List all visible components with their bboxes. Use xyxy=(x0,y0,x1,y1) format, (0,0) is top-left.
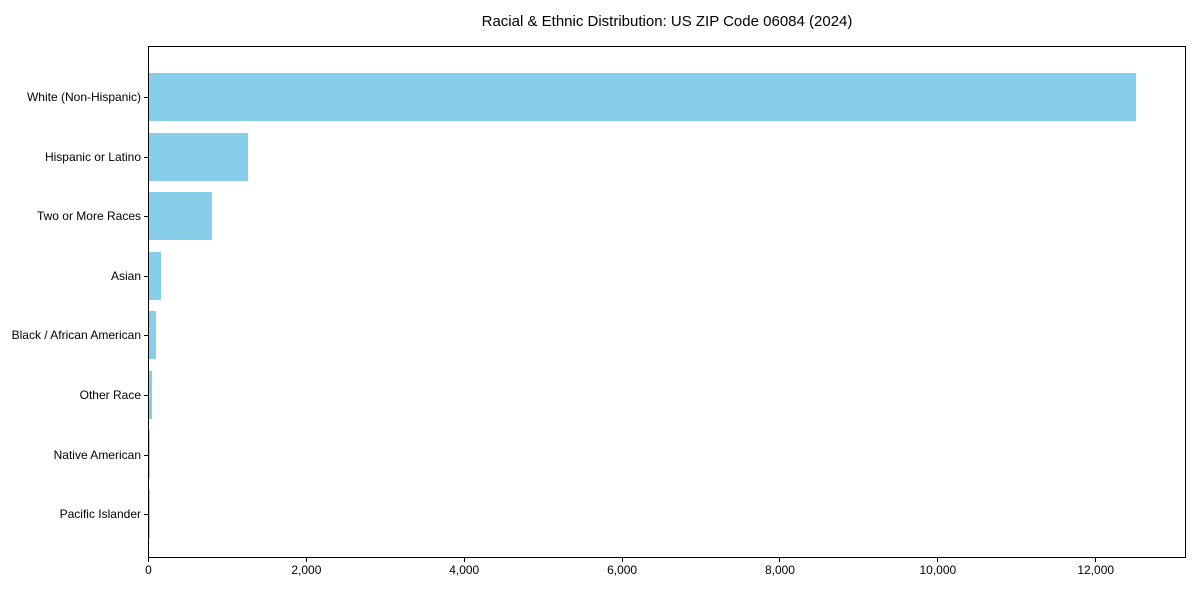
bar-hispanic-or-latino xyxy=(149,132,248,181)
y-tick-mark xyxy=(144,514,148,516)
y-tick-label-asian: Asian xyxy=(110,268,141,283)
y-tick-label-hispanic-or-latino: Hispanic or Latino xyxy=(44,149,141,164)
x-tick-label: 12,000 xyxy=(1077,563,1115,577)
bar-two-or-more-races xyxy=(149,192,213,241)
bar-black-african-american xyxy=(149,311,157,360)
bar-white-non-hispanic xyxy=(149,73,1136,121)
y-tick-mark xyxy=(144,216,148,218)
x-tick-mark xyxy=(779,558,781,562)
x-tick-label: 8,000 xyxy=(764,563,795,577)
x-tick-label: 10,000 xyxy=(919,563,957,577)
y-tick-mark xyxy=(144,335,148,337)
y-tick-mark xyxy=(144,454,148,456)
x-tick-label: 2,000 xyxy=(291,563,322,577)
x-tick-mark xyxy=(148,558,149,562)
y-tick-label-other-race: Other Race xyxy=(79,388,141,402)
y-tick-label-pacific-islander: Pacific Islander xyxy=(59,507,141,522)
x-tick-label: 0 xyxy=(145,563,152,577)
y-tick-mark xyxy=(144,156,148,158)
x-tick-mark xyxy=(305,558,307,562)
y-tick-label-two-or-more-races: Two or More Races xyxy=(36,209,141,224)
y-tick-mark xyxy=(144,275,148,277)
x-tick-mark xyxy=(937,558,939,562)
x-tick-mark xyxy=(463,558,465,562)
plot-area xyxy=(148,46,1186,558)
x-tick-mark xyxy=(621,558,623,562)
bar-other-race xyxy=(149,371,152,419)
chart-title: Racial & Ethnic Distribution: US ZIP Cod… xyxy=(481,13,853,30)
x-tick-label: 6,000 xyxy=(607,563,638,577)
y-tick-mark xyxy=(144,97,148,98)
bar-native-american xyxy=(149,430,150,479)
x-tick-label: 4,000 xyxy=(449,563,480,577)
bar-asian xyxy=(149,251,161,300)
y-tick-label-native-american: Native American xyxy=(53,447,141,462)
y-tick-mark xyxy=(144,395,148,396)
y-tick-label-white-non-hispanic: White (Non-Hispanic) xyxy=(26,90,141,104)
y-tick-label-black-african-american: Black / African American xyxy=(11,328,141,343)
x-tick-mark xyxy=(1095,558,1097,562)
